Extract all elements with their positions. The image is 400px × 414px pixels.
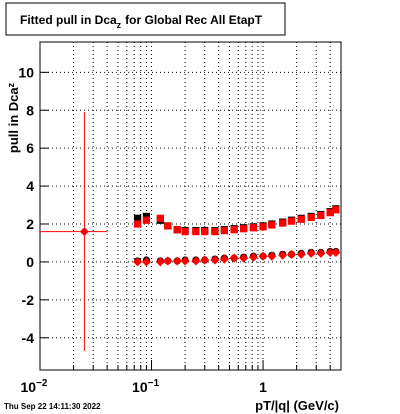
- chart-title: Fitted pull in Dcaz for Global Rec All Et…: [20, 13, 263, 30]
- marker-square: [211, 227, 219, 236]
- x-tick-base: 10: [21, 379, 37, 395]
- marker-square: [164, 222, 172, 230]
- x-axis-label: pT/|q| (GeV/c): [255, 398, 339, 413]
- marker-square: [317, 211, 325, 220]
- marker-diamond: [331, 247, 341, 257]
- marker-square: [156, 214, 164, 222]
- marker-diamond: [79, 227, 89, 237]
- marker-square: [142, 216, 151, 224]
- marker-square: [259, 223, 267, 231]
- footer-date: Thu Sep 22 14:11:30 2022: [4, 402, 101, 411]
- marker-diamond: [229, 253, 239, 263]
- marker-diamond: [325, 247, 335, 257]
- marker-square: [192, 227, 200, 236]
- y-tick-label: 0: [26, 254, 34, 270]
- title-rest: for Global Rec All EtapT: [125, 13, 263, 27]
- marker-diamond: [155, 257, 165, 267]
- x-tick-label: 1: [259, 379, 267, 395]
- marker-square: [249, 224, 258, 232]
- marker-diamond: [239, 253, 249, 263]
- marker-diamond: [219, 254, 229, 264]
- y-tick-label: 6: [26, 140, 34, 156]
- y-tick-label: -2: [22, 292, 35, 308]
- plot-frame: [39, 41, 342, 371]
- marker-diamond: [180, 256, 190, 266]
- marker-diamond: [191, 256, 201, 266]
- x-tick-exponent: −1: [148, 378, 160, 389]
- y-tick-label: 2: [26, 216, 34, 232]
- marker-square: [201, 227, 209, 236]
- marker-diamond: [172, 256, 182, 266]
- marker-diamond: [287, 249, 297, 259]
- marker-square: [133, 220, 142, 228]
- marker-square: [173, 226, 181, 234]
- marker-diamond: [141, 257, 151, 267]
- marker-diamond: [306, 248, 316, 258]
- title-subscript: z: [117, 20, 122, 30]
- marker-diamond: [210, 255, 220, 265]
- marker-diamond: [296, 249, 306, 259]
- marker-square: [230, 226, 238, 234]
- marker-square: [287, 217, 296, 225]
- marker-diamond: [316, 248, 326, 258]
- x-tick-label: 10−2: [21, 378, 48, 395]
- title-text: Fitted pull in Dca: [20, 13, 117, 27]
- marker-square: [142, 212, 151, 221]
- marker-square: [133, 214, 142, 222]
- y-axis-label: pull in Dcaz: [6, 82, 21, 153]
- marker-square: [297, 215, 305, 223]
- y-label-subscript: z: [6, 82, 16, 87]
- marker-diamond: [163, 256, 173, 266]
- marker-diamond: [267, 251, 277, 261]
- y-tick-label: 10: [18, 64, 34, 80]
- marker-diamond: [258, 251, 268, 261]
- marker-square: [268, 221, 276, 229]
- marker-square: [326, 209, 334, 217]
- marker-diamond: [133, 257, 143, 267]
- marker-square: [181, 227, 189, 236]
- marker-square: [240, 225, 248, 233]
- marker-diamond: [278, 250, 288, 260]
- x-tick-exponent: −2: [36, 378, 48, 389]
- x-tick-base: 10: [132, 379, 148, 395]
- marker-square: [220, 227, 228, 235]
- marker-square: [307, 213, 315, 221]
- marker-square: [279, 219, 287, 227]
- title-box: [5, 2, 286, 36]
- y-tick-label: 4: [26, 178, 34, 194]
- marker-diamond: [200, 255, 210, 265]
- y-tick-label: -4: [22, 330, 35, 346]
- y-tick-label: 8: [26, 102, 34, 118]
- marker-diamond: [248, 252, 258, 262]
- marker-square: [332, 206, 340, 214]
- x-tick-label: 10−1: [132, 378, 159, 395]
- y-label-text: pull in Dca: [6, 87, 21, 154]
